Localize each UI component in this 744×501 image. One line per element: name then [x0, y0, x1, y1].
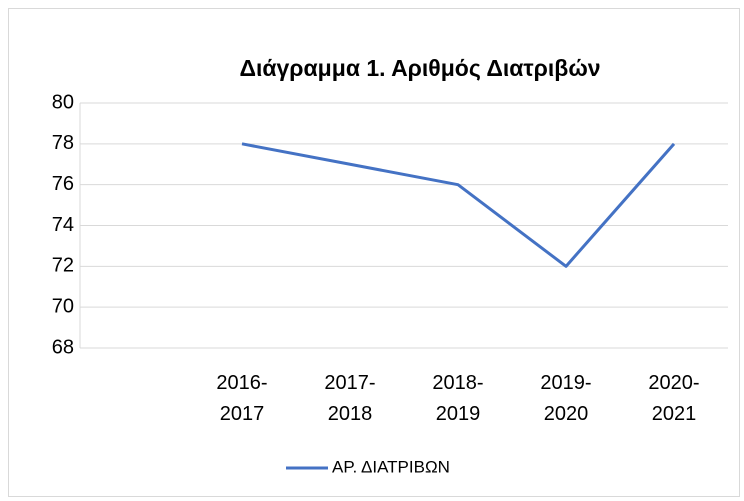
x-tick-line: 2018 [328, 403, 373, 425]
y-tick-label: 78 [52, 132, 74, 154]
x-tick-line: 2020- [648, 372, 699, 394]
x-tick-label: 2019- 2020 [540, 372, 591, 425]
x-tick-line: 2019- [540, 372, 591, 394]
y-tick-label: 80 [52, 91, 74, 113]
y-tick-label: 76 [52, 173, 74, 195]
y-tick-label: 74 [52, 214, 74, 236]
y-tick-label: 70 [52, 295, 74, 317]
x-tick-line: 2017- [324, 372, 375, 394]
x-tick-line: 2017 [220, 403, 265, 425]
chart-title: Διάγραμμα 1. Αριθμός Διατριβών [239, 55, 600, 81]
legend-label: ΑΡ. ΔΙΑΤΡΙΒΩΝ [332, 457, 450, 476]
x-tick-line: 2019 [436, 403, 481, 425]
x-tick-line: 2018- [432, 372, 483, 394]
x-tick-line: 2020 [544, 403, 589, 425]
x-tick-label: 2016- 2017 [216, 372, 267, 425]
x-tick-label: 2018- 2019 [432, 372, 483, 425]
chart-border [8, 8, 740, 497]
x-tick-label: 2017- 2018 [324, 372, 375, 425]
y-tick-label: 72 [52, 255, 74, 277]
series-line [241, 142, 676, 268]
x-tick-line: 2021 [652, 403, 697, 425]
x-tick-line: 2016- [216, 372, 267, 394]
y-tick-label: 68 [52, 336, 74, 358]
x-tick-label: 2020- 2021 [648, 372, 699, 425]
